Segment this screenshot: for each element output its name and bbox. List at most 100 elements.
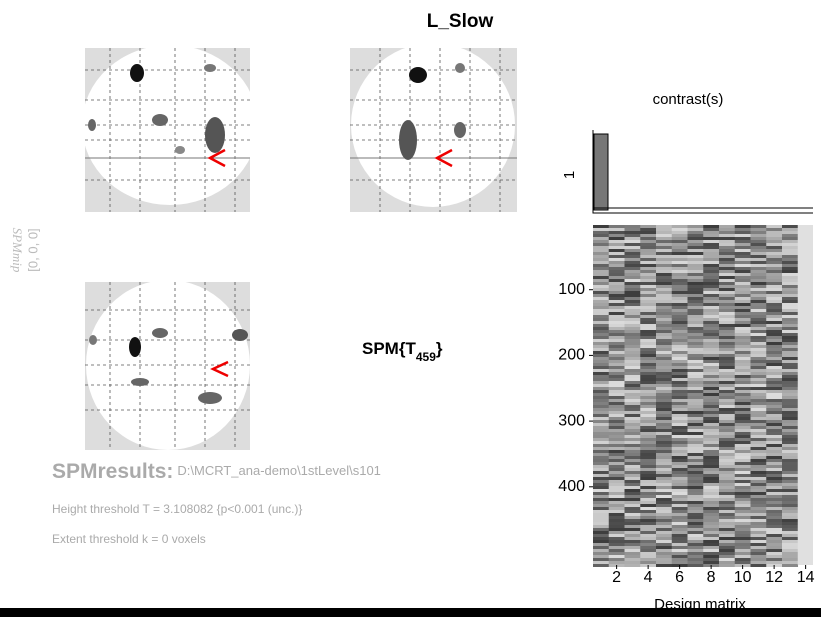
matrix-cell	[766, 453, 783, 456]
matrix-cell	[766, 387, 783, 390]
matrix-cell	[671, 294, 688, 297]
matrix-cell	[624, 507, 641, 510]
matrix-cell	[719, 372, 736, 375]
matrix-cell	[656, 516, 673, 519]
matrix-cell	[640, 420, 657, 423]
matrix-cell	[719, 540, 736, 543]
matrix-cell	[750, 546, 767, 549]
matrix-cell	[719, 564, 736, 567]
matrix-cell	[782, 303, 799, 306]
matrix-cell	[671, 390, 688, 393]
matrix-cell	[593, 273, 610, 276]
matrix-cell	[656, 228, 673, 231]
matrix-cell	[671, 516, 688, 519]
matrix-cell	[719, 252, 736, 255]
matrix-cell	[593, 564, 610, 567]
matrix-cell	[608, 258, 625, 261]
matrix-cell	[593, 339, 610, 342]
matrix-cell	[640, 525, 657, 528]
matrix-cell	[656, 375, 673, 378]
matrix-cell	[734, 309, 751, 312]
matrix-cell	[687, 432, 704, 435]
matrix-cell	[687, 258, 704, 261]
matrix-cell	[703, 522, 720, 525]
matrix-cell	[687, 321, 704, 324]
matrix-cell	[640, 414, 657, 417]
matrix-cell	[687, 459, 704, 462]
matrix-cell	[734, 474, 751, 477]
matrix-cell	[593, 534, 610, 537]
matrix-cell	[593, 282, 610, 285]
matrix-cell	[671, 279, 688, 282]
x-tick-label: 6	[675, 569, 684, 586]
matrix-cell	[593, 393, 610, 396]
matrix-cell	[608, 459, 625, 462]
matrix-cell	[782, 549, 799, 552]
matrix-cell	[640, 348, 657, 351]
matrix-cell	[766, 312, 783, 315]
matrix-cell	[782, 447, 799, 450]
matrix-cell	[782, 297, 799, 300]
matrix-cell	[640, 351, 657, 354]
matrix-cell	[782, 291, 799, 294]
matrix-cell	[687, 228, 704, 231]
matrix-cell	[593, 513, 610, 516]
matrix-cell	[624, 276, 641, 279]
matrix-cell	[624, 534, 641, 537]
matrix-cell	[750, 342, 767, 345]
matrix-cell	[782, 438, 799, 441]
matrix-cell	[719, 333, 736, 336]
matrix-cell	[719, 528, 736, 531]
matrix-cell	[671, 504, 688, 507]
matrix-cell	[766, 432, 783, 435]
matrix-cell	[766, 417, 783, 420]
matrix-cell	[719, 489, 736, 492]
matrix-cell	[782, 441, 799, 444]
matrix-cell	[734, 420, 751, 423]
matrix-cell	[656, 564, 673, 567]
matrix-cell	[766, 411, 783, 414]
matrix-cell	[671, 288, 688, 291]
matrix-cell	[687, 354, 704, 357]
matrix-cell	[703, 324, 720, 327]
matrix-cell	[656, 429, 673, 432]
matrix-cell	[671, 411, 688, 414]
matrix-cell	[624, 477, 641, 480]
matrix-cell	[750, 462, 767, 465]
matrix-cell	[687, 291, 704, 294]
matrix-cell	[656, 471, 673, 474]
matrix-cell	[640, 465, 657, 468]
matrix-cell	[687, 474, 704, 477]
matrix-cell	[608, 249, 625, 252]
matrix-cell	[750, 273, 767, 276]
matrix-cell	[734, 495, 751, 498]
matrix-cell	[750, 375, 767, 378]
matrix-cell	[656, 306, 673, 309]
matrix-cell	[703, 498, 720, 501]
matrix-cell	[671, 417, 688, 420]
matrix-cell	[640, 384, 657, 387]
matrix-cell	[687, 243, 704, 246]
matrix-cell	[640, 312, 657, 315]
matrix-cell	[640, 549, 657, 552]
matrix-cell	[671, 351, 688, 354]
matrix-cell	[640, 486, 657, 489]
matrix-cell	[608, 402, 625, 405]
matrix-cell	[640, 291, 657, 294]
matrix-cell	[750, 513, 767, 516]
matrix-cell	[703, 339, 720, 342]
matrix-cell	[687, 534, 704, 537]
matrix-cell	[624, 543, 641, 546]
matrix-cell	[750, 561, 767, 564]
matrix-cell	[656, 555, 673, 558]
matrix-cell	[608, 366, 625, 369]
matrix-cell	[719, 375, 736, 378]
x-tick-label: 14	[797, 569, 815, 586]
matrix-cell	[624, 315, 641, 318]
matrix-cell	[656, 459, 673, 462]
matrix-cell	[750, 438, 767, 441]
matrix-cell	[719, 444, 736, 447]
matrix-cell	[687, 279, 704, 282]
matrix-cell	[703, 552, 720, 555]
matrix-cell	[687, 393, 704, 396]
